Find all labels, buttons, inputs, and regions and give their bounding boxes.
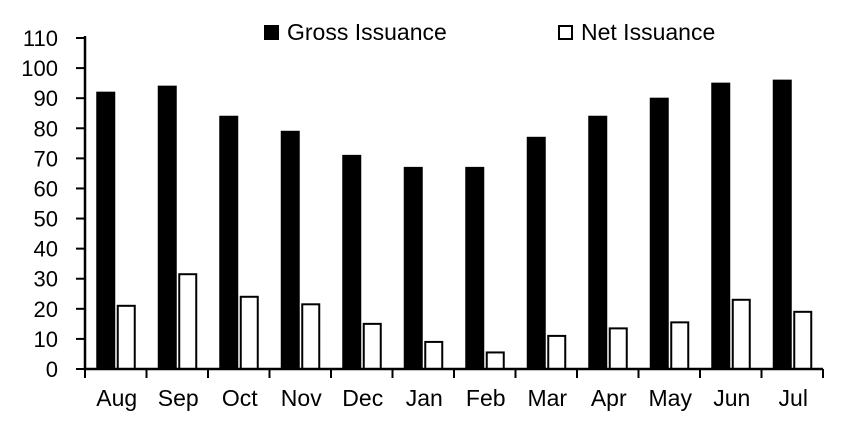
- bar-gross-jul: [772, 79, 792, 370]
- legend-item-gross-issuance: Gross Issuance: [264, 17, 447, 47]
- bar-gross-jun: [711, 82, 731, 370]
- bar-gross-oct: [219, 115, 239, 370]
- bar-net-jul: [793, 310, 813, 370]
- bar-gross-sep: [157, 85, 177, 370]
- bar-gross-nov: [280, 130, 300, 370]
- y-tick-label: 50: [34, 207, 58, 232]
- x-tick-label-aug: Aug: [96, 385, 137, 411]
- bar-gross-may: [649, 97, 669, 370]
- legend-label-net-issuance: Net Issuance: [581, 18, 716, 45]
- x-tick-label-jun: Jun: [713, 385, 750, 411]
- gross-issuance-swatch-icon: [264, 24, 279, 40]
- bar-gross-mar: [526, 136, 546, 370]
- bar-net-mar: [547, 334, 567, 370]
- bar-net-may: [670, 321, 690, 371]
- x-tick-label-apr: Apr: [591, 385, 627, 411]
- x-tick-label-mar: Mar: [527, 385, 567, 411]
- bar-gross-aug: [96, 91, 116, 370]
- y-tick-label: 0: [46, 357, 58, 382]
- x-tick-label-jan: Jan: [406, 385, 443, 411]
- x-tick-label-sep: Sep: [158, 385, 199, 411]
- y-tick-label: 60: [34, 176, 58, 201]
- bar-gross-apr: [588, 115, 608, 370]
- bar-net-oct: [239, 295, 259, 371]
- bar-gross-feb: [465, 166, 485, 370]
- x-tick-label-feb: Feb: [466, 385, 506, 411]
- x-tick-label-oct: Oct: [222, 385, 258, 411]
- bar-gross-dec: [342, 154, 362, 370]
- y-tick-label: 80: [34, 116, 58, 141]
- y-tick-label: 70: [34, 146, 58, 171]
- bar-net-feb: [485, 351, 505, 371]
- y-tick-label: 40: [34, 237, 58, 262]
- bar-net-aug: [116, 304, 136, 370]
- x-tick-label-may: May: [649, 385, 693, 411]
- y-tick-label: 100: [21, 56, 58, 81]
- legend-label-gross-issuance: Gross Issuance: [287, 18, 447, 45]
- x-tick-label-nov: Nov: [281, 385, 322, 411]
- y-tick-label: 10: [34, 327, 58, 352]
- bar-net-sep: [178, 273, 198, 370]
- y-tick-label: 110: [23, 26, 58, 51]
- bar-net-apr: [608, 327, 628, 370]
- y-tick-label: 90: [34, 86, 58, 111]
- x-tick-label-jul: Jul: [779, 385, 808, 411]
- legend-item-net-issuance: Net Issuance: [558, 17, 715, 47]
- x-tick-label-dec: Dec: [342, 385, 383, 411]
- bar-gross-jan: [403, 166, 423, 370]
- bar-net-jun: [731, 298, 751, 371]
- y-tick-label: 20: [34, 297, 58, 322]
- y-tick-label: 30: [34, 267, 58, 292]
- bar-net-nov: [301, 303, 321, 370]
- bar-net-jan: [424, 340, 444, 370]
- bar-net-dec: [362, 322, 382, 371]
- net-issuance-swatch-icon: [558, 24, 573, 40]
